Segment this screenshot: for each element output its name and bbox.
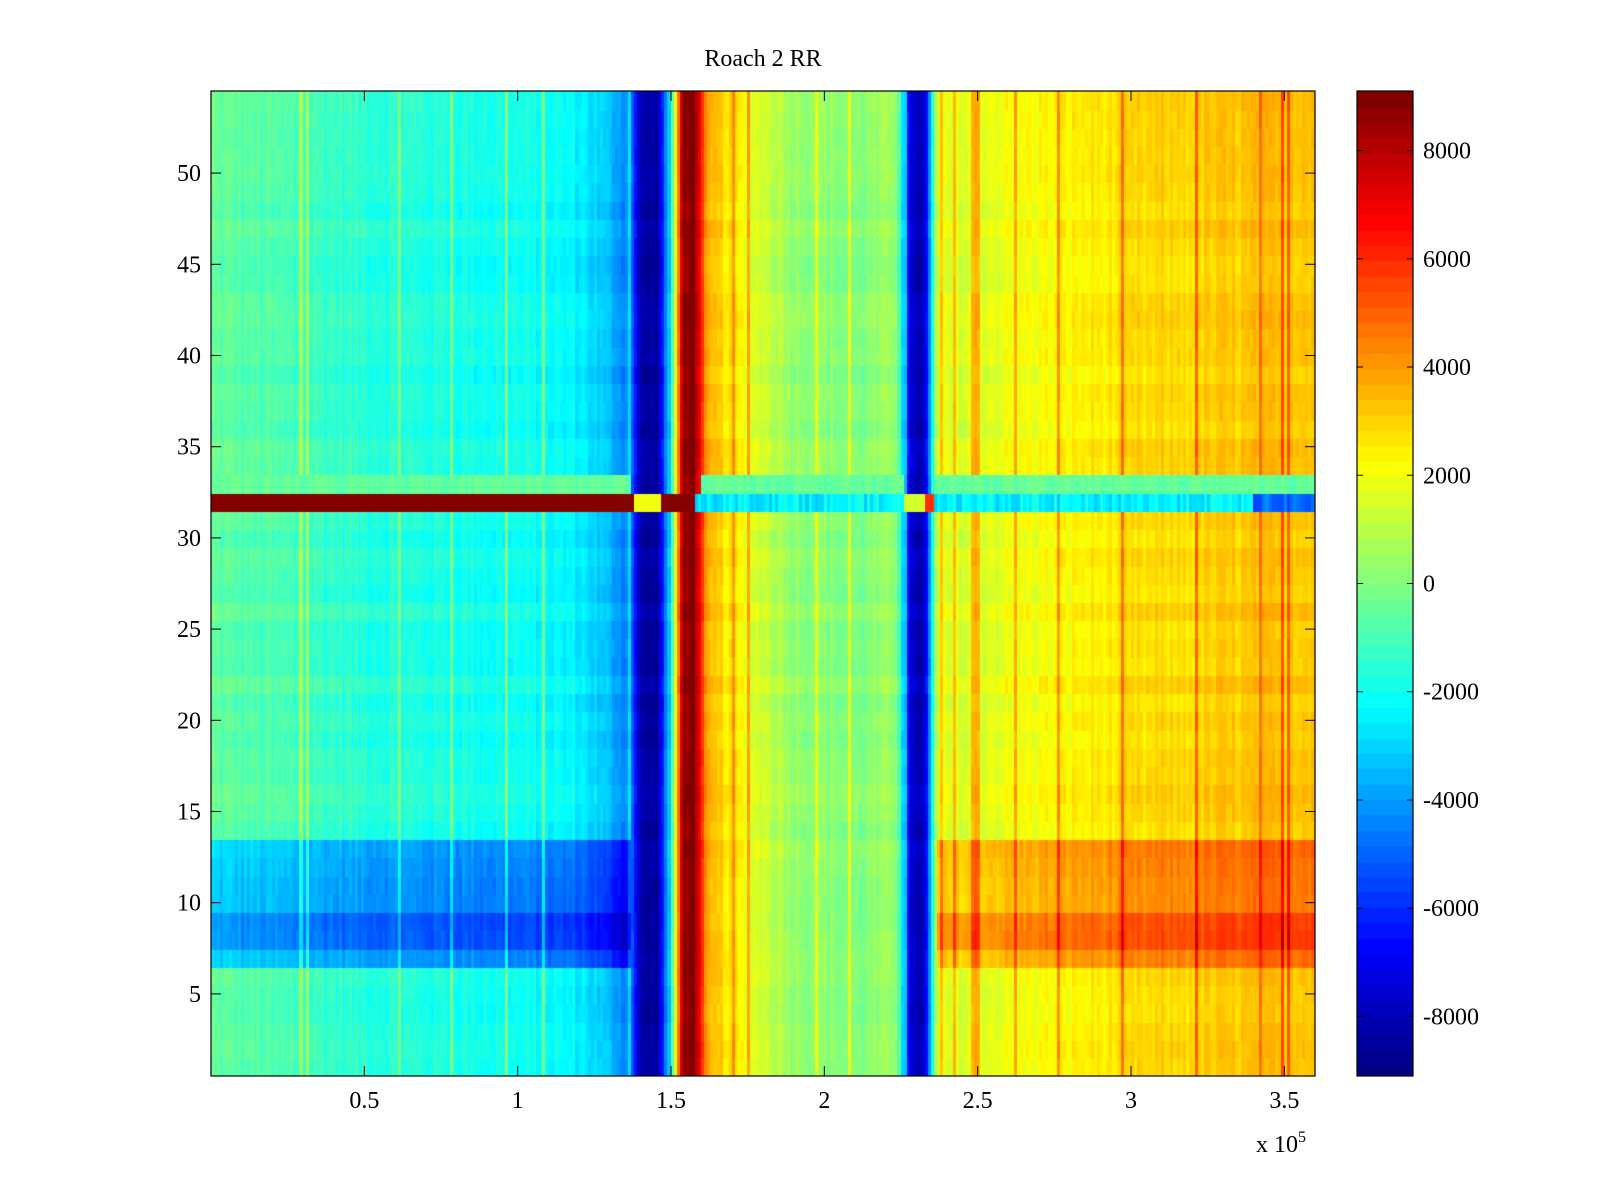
x-tick-label: 2.5 xyxy=(963,1088,993,1114)
y-tick-label: 5 xyxy=(189,982,201,1008)
colorbar-image xyxy=(1357,91,1413,1076)
colorbar-axis: 8000 6000 4000 2000 0 -2000 -4000 -6000 -8000 xyxy=(1357,139,1479,1030)
x-multiplier-label: x 105 xyxy=(1256,1129,1306,1158)
y-tick-label: 20 xyxy=(177,708,201,734)
chart-title: Roach 2 RR xyxy=(704,46,821,72)
colorbar-tick-label: 8000 xyxy=(1423,139,1471,165)
heatmap-image xyxy=(211,91,1315,1076)
x-tick-label: 1.5 xyxy=(656,1088,686,1114)
y-axis: 5 10 15 20 25 30 35 40 45 50 xyxy=(177,161,1315,1008)
y-tick-label: 35 xyxy=(177,435,201,461)
y-tick-label: 15 xyxy=(177,800,201,826)
colorbar-tick-label: 4000 xyxy=(1423,355,1471,381)
x-tick-label: 3.5 xyxy=(1269,1088,1299,1114)
colorbar-tick-label: -2000 xyxy=(1423,680,1479,706)
y-tick-label: 40 xyxy=(177,343,201,369)
colorbar-tick-label: 2000 xyxy=(1423,463,1471,489)
x-tick-label: 3 xyxy=(1125,1088,1137,1114)
colorbar-tick-label: -6000 xyxy=(1423,896,1479,922)
x-tick-label: 0.5 xyxy=(349,1088,379,1114)
colorbar-tick-label: -8000 xyxy=(1423,1004,1479,1030)
y-tick-label: 50 xyxy=(177,161,201,187)
plot-frame xyxy=(210,90,1316,1077)
y-tick-label: 30 xyxy=(177,526,201,552)
y-tick-label: 10 xyxy=(177,891,201,917)
x-tick-label: 1 xyxy=(512,1088,524,1114)
x-axis: 0.5 1 1.5 2 2.5 3 3.5 xyxy=(349,91,1299,1114)
colorbar-frame xyxy=(1356,90,1414,1077)
colorbar-tick-label: 6000 xyxy=(1423,247,1471,273)
colorbar-tick-label: 0 xyxy=(1423,572,1435,598)
y-tick-label: 45 xyxy=(177,252,201,278)
x-multiplier-exponent: 5 xyxy=(1298,1129,1306,1146)
colorbar-tick-label: -4000 xyxy=(1423,788,1479,814)
x-tick-label: 2 xyxy=(818,1088,830,1114)
y-tick-label: 25 xyxy=(177,617,201,643)
x-multiplier-base: x 10 xyxy=(1256,1132,1298,1158)
